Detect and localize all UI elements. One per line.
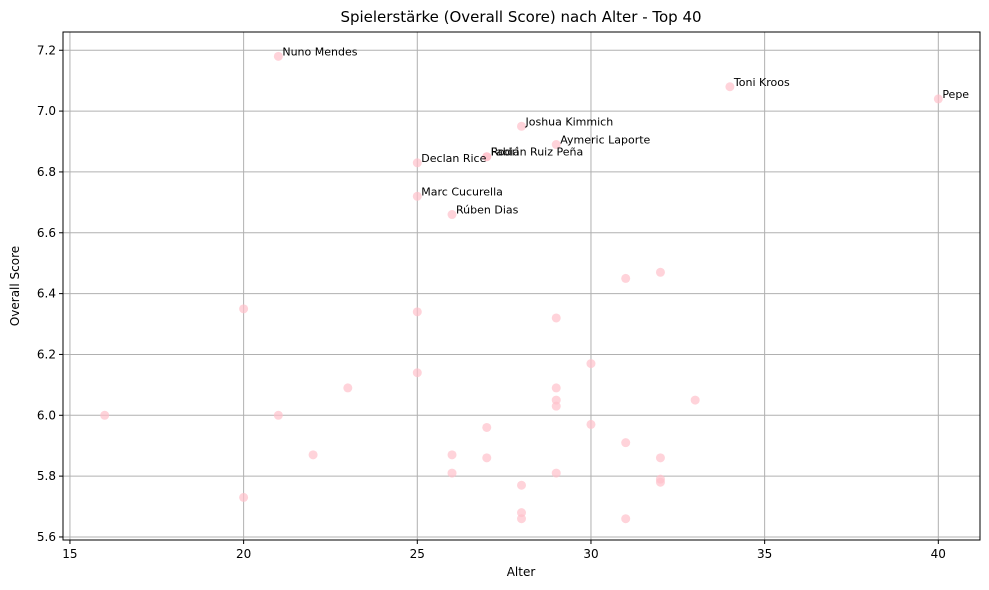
x-tick-label: 40 xyxy=(931,547,946,561)
y-tick-label: 5.8 xyxy=(37,469,56,483)
data-point xyxy=(586,419,596,429)
point-label: Pepe xyxy=(942,88,969,101)
data-point xyxy=(273,51,283,61)
data-point xyxy=(412,158,422,168)
data-point xyxy=(621,273,631,283)
y-tick-label: 7.2 xyxy=(37,43,56,57)
chart-title: Spielerstärke (Overall Score) nach Alter… xyxy=(340,8,701,26)
data-point xyxy=(100,410,110,420)
data-point xyxy=(621,514,631,524)
point-label: Marc Cucurella xyxy=(421,185,503,198)
data-point xyxy=(482,422,492,432)
data-point xyxy=(551,313,561,323)
data-point xyxy=(551,401,561,411)
y-tick-label: 7.0 xyxy=(37,104,56,118)
point-annotations: Nuno Mendes Toni Kroos Pepe Joshua Kimmich A… xyxy=(282,45,969,216)
x-axis-ticks: 15 20 25 30 35 40 xyxy=(62,540,946,561)
point-label: Joshua Kimmich xyxy=(525,115,614,128)
point-label: Aymeric Laporte xyxy=(560,134,650,147)
y-axis-label: Overall Score xyxy=(8,246,22,326)
data-point xyxy=(655,453,665,463)
data-point xyxy=(447,468,457,478)
data-point xyxy=(725,82,735,92)
data-point xyxy=(655,477,665,487)
data-point xyxy=(517,121,526,131)
x-tick-label: 25 xyxy=(410,547,425,561)
data-point xyxy=(933,94,943,104)
point-label: Declan Rice xyxy=(421,152,486,165)
point-label: Nuno Mendes xyxy=(282,45,357,58)
data-point xyxy=(447,450,457,460)
data-point xyxy=(239,304,249,314)
data-point xyxy=(412,307,422,317)
data-points xyxy=(100,51,943,524)
x-tick-label: 35 xyxy=(757,547,772,561)
plot-frame xyxy=(62,31,981,541)
grid-lines xyxy=(63,32,980,540)
data-point xyxy=(690,395,700,405)
y-tick-label: 6.4 xyxy=(37,287,56,301)
y-tick-label: 6.6 xyxy=(37,226,56,240)
x-tick-label: 20 xyxy=(236,547,251,561)
y-axis-ticks: 5.6 5.8 6.0 6.2 6.4 6.6 6.8 7.0 7.2 xyxy=(37,43,63,544)
data-point xyxy=(517,480,526,490)
y-tick-label: 6.0 xyxy=(37,408,56,422)
point-label: Rúben Dias xyxy=(456,204,519,217)
data-point xyxy=(273,410,283,420)
y-tick-label: 5.6 xyxy=(37,530,56,544)
data-point xyxy=(621,438,631,448)
data-point xyxy=(655,267,665,277)
y-tick-label: 6.2 xyxy=(37,347,56,361)
data-point xyxy=(551,468,561,478)
data-point xyxy=(412,368,422,378)
data-point xyxy=(586,359,596,369)
point-label: Fabián Ruiz Peña xyxy=(491,146,583,159)
data-point xyxy=(447,210,457,220)
data-point xyxy=(343,383,353,393)
y-tick-label: 6.8 xyxy=(37,165,56,179)
data-point xyxy=(517,514,526,524)
data-point xyxy=(482,152,492,162)
data-point xyxy=(551,140,561,150)
x-tick-label: 30 xyxy=(583,547,598,561)
data-point xyxy=(551,383,561,393)
data-point xyxy=(482,453,492,463)
x-axis-label: Alter xyxy=(507,565,536,579)
x-tick-label: 15 xyxy=(62,547,77,561)
data-point xyxy=(412,191,422,201)
point-label: Toni Kroos xyxy=(733,76,790,89)
data-point xyxy=(308,450,318,460)
point-label: Rodri xyxy=(491,146,519,159)
data-point xyxy=(239,492,249,502)
